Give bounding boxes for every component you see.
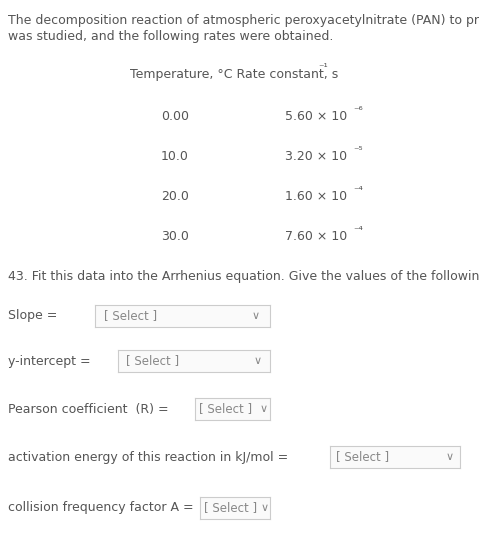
Text: 10.0: 10.0 — [161, 150, 189, 163]
Text: ⁻⁴: ⁻⁴ — [353, 226, 363, 236]
Text: was studied, and the following rates were obtained.: was studied, and the following rates wer… — [8, 30, 333, 43]
Text: ∨: ∨ — [261, 503, 268, 513]
Text: [ Select ]: [ Select ] — [104, 310, 157, 322]
Text: 5.60 × 10: 5.60 × 10 — [285, 110, 347, 123]
Text: 3.20 × 10: 3.20 × 10 — [285, 150, 347, 163]
Text: 7.60 × 10: 7.60 × 10 — [285, 230, 347, 243]
Text: [ Select ]: [ Select ] — [204, 502, 257, 514]
Text: activation energy of this reaction in kJ/mol =: activation energy of this reaction in kJ… — [8, 450, 292, 464]
Text: 1.60 × 10: 1.60 × 10 — [285, 190, 347, 203]
Text: ⁻⁶: ⁻⁶ — [353, 106, 363, 116]
Text: ∨: ∨ — [252, 311, 260, 321]
Text: Slope =: Slope = — [8, 310, 61, 322]
Text: 0.00: 0.00 — [161, 110, 189, 123]
Text: 30.0: 30.0 — [161, 230, 189, 243]
Text: collision frequency factor A =: collision frequency factor A = — [8, 502, 198, 514]
Text: [ Select ]: [ Select ] — [199, 403, 252, 415]
Text: ⁻¹: ⁻¹ — [318, 63, 328, 73]
Text: 20.0: 20.0 — [161, 190, 189, 203]
Text: ⁻⁵: ⁻⁵ — [353, 146, 363, 156]
Text: y-intercept =: y-intercept = — [8, 355, 95, 367]
Text: ⁻⁴: ⁻⁴ — [353, 186, 363, 196]
Text: ∨: ∨ — [254, 356, 262, 366]
Text: The decomposition reaction of atmospheric peroxyacetylnitrate (PAN) to products: The decomposition reaction of atmospheri… — [8, 14, 479, 27]
Text: 43. Fit this data into the Arrhenius equation. Give the values of the following:: 43. Fit this data into the Arrhenius equ… — [8, 270, 479, 283]
Text: ∨: ∨ — [260, 404, 268, 414]
Text: Temperature, °C Rate constant, s: Temperature, °C Rate constant, s — [130, 68, 338, 81]
Text: Pearson coefficient  (R) =: Pearson coefficient (R) = — [8, 403, 172, 415]
Text: [ Select ]: [ Select ] — [125, 355, 179, 367]
Text: ∨: ∨ — [445, 452, 454, 462]
Text: [ Select ]: [ Select ] — [337, 450, 389, 464]
